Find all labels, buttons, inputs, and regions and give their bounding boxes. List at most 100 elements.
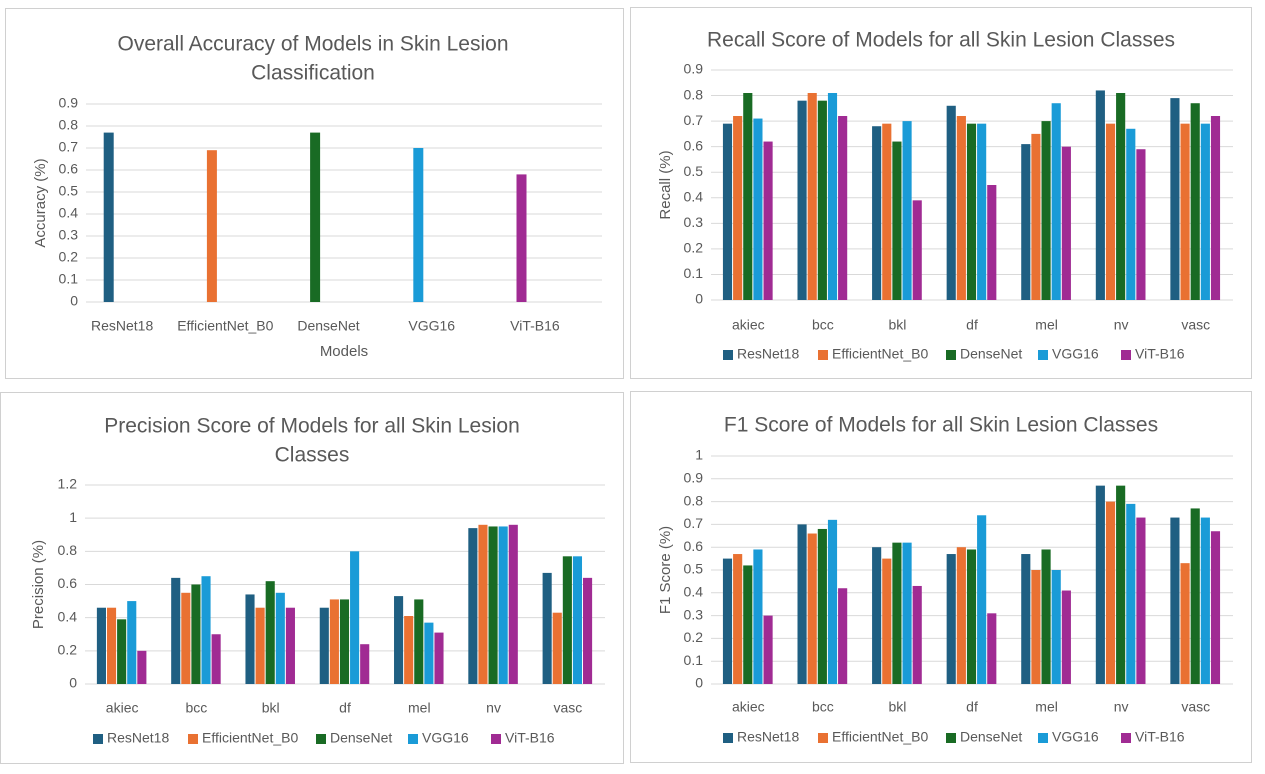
bar-vit-b16: [516, 174, 527, 302]
bar-bcc-resnet18: [797, 100, 807, 301]
bar-vasc-densenet: [1190, 508, 1200, 684]
legend-swatch: [1121, 350, 1131, 360]
y-tick-label: 0.6: [684, 538, 704, 554]
y-tick-label: 0.6: [684, 137, 704, 153]
legend-label: EfficientNet_B0: [832, 346, 928, 362]
legend-label: VGG16: [422, 730, 469, 746]
y-tick-label: 0.8: [684, 492, 704, 508]
legend-swatch: [316, 734, 326, 744]
y-tick-label: 0.2: [58, 642, 78, 658]
bar-vasc-efficientnet_b0: [552, 612, 562, 684]
bar-mel-efficientnet_b0: [1031, 570, 1041, 684]
y-axis-title: F1 Score (%): [657, 526, 674, 614]
bar-densenet: [310, 132, 321, 302]
bar-mel-efficientnet_b0: [404, 616, 414, 684]
y-tick-label: 0.7: [59, 139, 79, 155]
y-tick-label: 0.7: [684, 112, 704, 128]
bar-df-vgg16: [977, 515, 987, 684]
x-category-label: nv: [1114, 699, 1129, 715]
x-category-label: mel: [1035, 699, 1058, 715]
bar-bkl-vit-b16: [912, 585, 922, 684]
bar-df-vit-b16: [987, 185, 997, 300]
legend-label: ViT-B16: [505, 730, 555, 746]
x-category-label: vasc: [553, 700, 582, 716]
chart-title-line: Recall Score of Models for all Skin Lesi…: [707, 29, 1175, 52]
bar-bkl-vit-b16: [912, 200, 922, 300]
y-tick-label: 0: [70, 293, 78, 309]
bar-bkl-vgg16: [275, 592, 285, 684]
y-tick-label: 0.2: [59, 249, 79, 265]
bar-mel-densenet: [1041, 549, 1051, 684]
x-category-label: akiec: [732, 317, 765, 333]
x-category-label: ResNet18: [91, 318, 153, 334]
legend-item: EfficientNet_B0: [818, 346, 928, 362]
bar-vgg16: [413, 148, 424, 302]
bar-vasc-densenet: [562, 556, 572, 684]
chart-title-line: Overall Accuracy of Models in Skin Lesio…: [117, 33, 508, 56]
bar-akiec-vgg16: [753, 118, 763, 300]
bar-bkl-resnet18: [872, 126, 882, 300]
y-tick-label: 0.4: [59, 205, 79, 221]
y-tick-label: 0.2: [684, 629, 704, 645]
bar-bkl-vgg16: [902, 542, 912, 684]
x-category-label: akiec: [106, 700, 139, 716]
bar-akiec-densenet: [117, 619, 127, 684]
legend-label: DenseNet: [960, 346, 1022, 362]
bar-vasc-vit-b16: [583, 577, 593, 684]
bar-bcc-efficientnet_b0: [181, 592, 191, 684]
bar-mel-vit-b16: [1061, 146, 1071, 300]
y-axis-title: Recall (%): [657, 150, 674, 219]
bar-df-efficientnet_b0: [956, 116, 966, 300]
recall-chart-panel: Recall Score of Models for all Skin Lesi…: [630, 7, 1252, 379]
f1-chart-panel: F1 Score of Models for all Skin Lesion C…: [630, 391, 1252, 763]
y-tick-label: 0.3: [684, 214, 704, 230]
bar-nv-vit-b16: [508, 524, 518, 684]
y-tick-label: 0.4: [684, 584, 704, 600]
bar-nv-efficientnet_b0: [478, 524, 488, 684]
x-category-label: mel: [408, 700, 431, 716]
y-tick-label: 0.6: [59, 161, 79, 177]
legend-swatch: [408, 734, 418, 744]
bar-df-vgg16: [977, 123, 987, 301]
bar-akiec-vgg16: [127, 601, 137, 684]
legend-item: EfficientNet_B0: [188, 730, 298, 746]
legend-swatch: [723, 350, 733, 360]
bar-akiec-vit-b16: [763, 141, 773, 300]
x-category-label: DenseNet: [297, 318, 359, 334]
legend-swatch: [491, 734, 501, 744]
bar-vasc-efficientnet_b0: [1180, 563, 1190, 684]
y-tick-label: 0.4: [58, 608, 78, 624]
bar-bcc-resnet18: [171, 577, 181, 684]
recall-chart: Recall Score of Models for all Skin Lesi…: [657, 29, 1233, 362]
bar-vasc-densenet: [1190, 103, 1200, 300]
y-tick-label: 0.5: [684, 561, 704, 577]
chart-title-line: Precision Score of Models for all Skin L…: [104, 415, 520, 438]
legend-label: VGG16: [1052, 729, 1099, 745]
y-tick-label: 0.3: [684, 606, 704, 622]
x-category-label: df: [966, 317, 978, 333]
f1-chart: F1 Score of Models for all Skin Lesion C…: [657, 414, 1233, 745]
legend-swatch: [1038, 733, 1048, 743]
bar-vasc-vit-b16: [1210, 531, 1221, 684]
y-tick-label: 0.9: [59, 95, 79, 111]
bar-bkl-resnet18: [872, 547, 882, 684]
bar-df-densenet: [966, 123, 977, 301]
bar-mel-efficientnet_b0: [1031, 133, 1041, 300]
legend-label: ResNet18: [107, 730, 169, 746]
bar-mel-vgg16: [424, 622, 434, 684]
legend-swatch: [818, 733, 828, 743]
bar-nv-efficientnet_b0: [1105, 501, 1116, 684]
legend-item: ViT-B16: [491, 730, 555, 746]
bar-df-resnet18: [946, 554, 956, 684]
bar-nv-vit-b16: [1136, 517, 1146, 684]
bar-vasc-vit-b16: [1210, 116, 1221, 300]
bar-bkl-vit-b16: [285, 607, 295, 684]
y-tick-label: 1.2: [58, 476, 78, 492]
bar-vasc-vgg16: [572, 556, 583, 684]
bar-bkl-densenet: [265, 581, 275, 684]
legend-label: ViT-B16: [1135, 729, 1185, 745]
x-category-label: EfficientNet_B0: [177, 318, 273, 334]
bar-nv-resnet18: [1095, 90, 1105, 300]
bar-akiec-resnet18: [722, 558, 733, 684]
y-tick-label: 0.9: [684, 61, 704, 77]
